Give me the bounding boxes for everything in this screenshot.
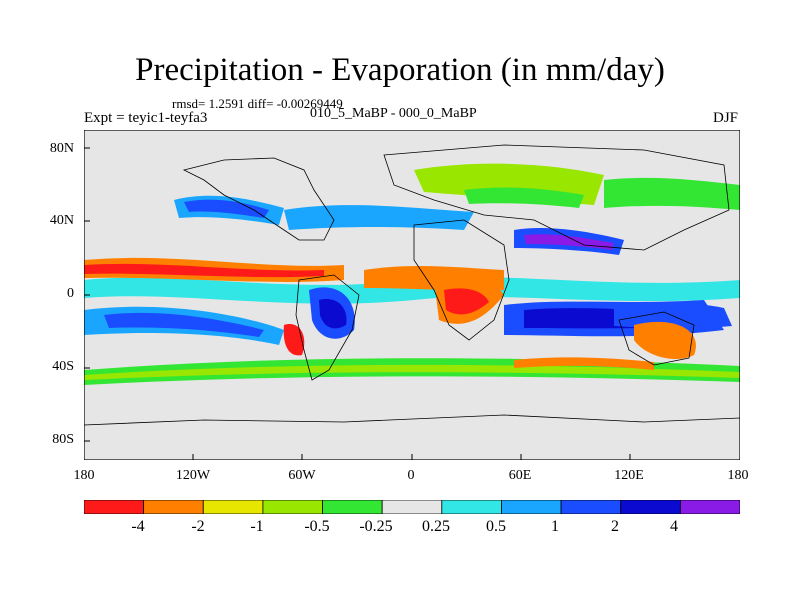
africa-outline bbox=[413, 219, 510, 341]
colorbar-label: -0.5 bbox=[304, 518, 330, 535]
axis-ticks bbox=[84, 147, 740, 460]
amazon-wet-core bbox=[319, 299, 347, 329]
colorbar-swatch bbox=[501, 500, 562, 514]
colorbar-swatch bbox=[560, 500, 622, 514]
mideast-wet-core bbox=[524, 234, 614, 250]
africa-dry-core bbox=[444, 288, 489, 315]
field-layer bbox=[84, 163, 740, 385]
colorbar-swatch bbox=[143, 500, 204, 514]
colorbar-label: -1 bbox=[250, 518, 264, 535]
lon-label-0: 0 bbox=[407, 468, 415, 483]
stats-line: rmsd= 1.2591 diff= -0.00269449 bbox=[172, 96, 343, 111]
colorbar-label: 2 bbox=[611, 518, 619, 535]
experiment-label: Expt = teyic1-teyfa3 bbox=[84, 110, 208, 126]
colorbar-label: -4 bbox=[131, 518, 145, 535]
lat-label-40s: 40S bbox=[52, 359, 74, 374]
lon-label-60e: 60E bbox=[508, 468, 532, 483]
period-subtitle: 010_5_MaBP - 000_0_MaBP bbox=[310, 106, 477, 121]
colorbar-swatch bbox=[202, 500, 264, 514]
colorbar-label: 0.5 bbox=[486, 518, 506, 535]
south-america-outline bbox=[295, 274, 360, 381]
lon-label-60w: 60W bbox=[288, 468, 316, 483]
andes-dry bbox=[283, 324, 305, 356]
colorbar-label: 4 bbox=[670, 518, 678, 535]
south-pacific-wet-core bbox=[104, 312, 264, 337]
north-pacific-dry-core bbox=[84, 263, 324, 278]
north-pacific-storm-core bbox=[184, 199, 269, 218]
colorbar-label: 1 bbox=[551, 518, 559, 535]
lon-label-120e: 120E bbox=[614, 468, 644, 483]
colorbar-label: -0.25 bbox=[359, 518, 393, 535]
australia-dry bbox=[634, 321, 696, 360]
australia-outline bbox=[618, 311, 695, 366]
lat-label-80n: 80N bbox=[49, 141, 74, 156]
pe-map bbox=[84, 130, 740, 460]
lat-label-80s: 80S bbox=[52, 432, 74, 447]
north-america-outline bbox=[182, 157, 335, 241]
lat-label-eq: 0 bbox=[67, 286, 74, 301]
colorbar-swatch bbox=[84, 500, 145, 514]
season-label: DJF bbox=[712, 110, 738, 126]
lon-label-180w: 180 bbox=[73, 468, 95, 483]
antarctica-outline bbox=[84, 414, 740, 426]
lon-label-180e: 180 bbox=[727, 468, 749, 483]
asia-north-green bbox=[604, 177, 740, 210]
coastline-layer bbox=[84, 144, 740, 426]
eurasia-outline bbox=[383, 144, 730, 251]
plot-title: Precipitation - Evaporation (in mm/day) bbox=[135, 52, 665, 88]
south-indian-dry bbox=[514, 357, 654, 370]
colorbar-swatch bbox=[381, 500, 443, 514]
maritime-wet bbox=[614, 302, 732, 329]
colorbar-label: 0.25 bbox=[422, 518, 450, 535]
colorbar-swatch bbox=[441, 500, 502, 514]
lat-label-40n: 40N bbox=[49, 213, 74, 228]
colorbar-swatch bbox=[620, 500, 681, 514]
colorbar-swatch bbox=[262, 500, 323, 514]
colorbar-label: -2 bbox=[191, 518, 205, 535]
itcz-band-outer bbox=[84, 277, 740, 304]
eurasia-green-inner bbox=[464, 187, 584, 208]
colorbar-swatch bbox=[679, 500, 740, 514]
colorbar-swatch bbox=[322, 500, 383, 514]
colorbar bbox=[84, 500, 740, 514]
lon-label-120w: 120W bbox=[175, 468, 211, 483]
southern-band-lime bbox=[84, 364, 740, 380]
